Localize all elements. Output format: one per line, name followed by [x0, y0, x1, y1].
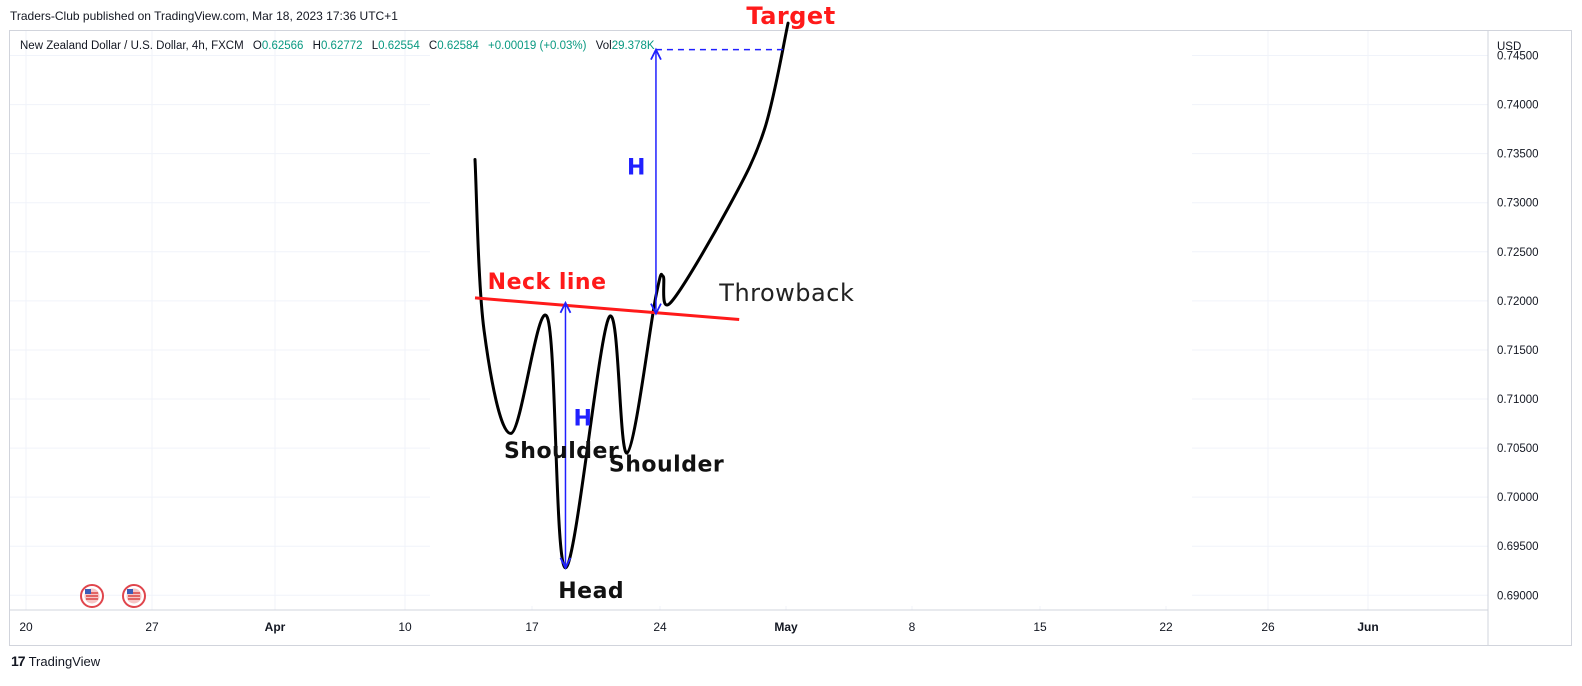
- measure-label: H: [573, 407, 591, 432]
- measure-arrow-head-top: [559, 300, 572, 314]
- open-value: 0.62566: [261, 40, 304, 52]
- tradingview-logo-icon: 17: [11, 653, 26, 669]
- low-value: 0.62554: [378, 40, 420, 52]
- price-tick-label: 0.74000: [1497, 100, 1539, 112]
- symbol-name: New Zealand Dollar / U.S. Dollar, 4h, FX…: [20, 40, 244, 52]
- us-flag-icon: [80, 584, 104, 608]
- price-path-line: [473, 21, 790, 570]
- symbol-legend[interactable]: New Zealand Dollar / U.S. Dollar, 4h, FX…: [20, 40, 655, 52]
- drawings: HH: [473, 21, 790, 570]
- vol-value: 29.378K: [611, 40, 655, 52]
- time-tick-label: 17: [525, 620, 539, 634]
- pattern-background: [430, 31, 1192, 606]
- time-tick-label: 20: [19, 620, 33, 634]
- time-tick-label: 27: [145, 620, 159, 634]
- flag-canton: [127, 589, 133, 594]
- annotation-shoulder: Shoulder: [609, 453, 724, 478]
- measure-arrow-head-top: [650, 47, 662, 61]
- tradingview-brand[interactable]: 17 TradingView: [11, 653, 100, 669]
- price-tick-label: 0.71000: [1497, 394, 1539, 406]
- close-value: 0.62584: [437, 40, 479, 52]
- time-tick-label: 26: [1261, 620, 1275, 634]
- annotation-target: Target: [746, 2, 835, 30]
- flag-canton: [85, 589, 91, 594]
- price-tick-label: 0.72000: [1497, 296, 1539, 308]
- annotation-head: Head: [558, 579, 624, 604]
- time-tick-label: Apr: [265, 620, 286, 634]
- annotation-shoulder: Shoulder: [504, 439, 619, 464]
- high-label: H: [312, 40, 321, 52]
- chart-frame: [9, 30, 1572, 646]
- price-tick-label: 0.73000: [1497, 198, 1539, 210]
- event-markers: [80, 584, 146, 608]
- price-tick-label: 0.70500: [1497, 443, 1539, 455]
- price-tick-label: 0.70000: [1497, 492, 1539, 504]
- annotation-labels: Neck line Shoulder Head Shoulder Throwback Ta…: [488, 2, 854, 604]
- price-tick-label: 0.72500: [1497, 247, 1539, 259]
- measure-arrow-head-bottom: [650, 303, 662, 316]
- time-tick-label: Jun: [1357, 620, 1378, 634]
- price-tick-label: 0.69000: [1497, 590, 1539, 602]
- price-tick-label: 0.69500: [1497, 541, 1539, 553]
- measure-label: H: [627, 155, 645, 180]
- close-label: C: [428, 40, 438, 52]
- brand-name: TradingView: [28, 653, 101, 669]
- us-flag-icon: [122, 584, 146, 608]
- price-tick-label: 0.71500: [1497, 345, 1539, 357]
- measure-arrow-head-bottom: [559, 557, 572, 570]
- vol-label: Vol: [595, 40, 612, 52]
- annotation-neck-line: Neck line: [488, 270, 607, 295]
- time-tick-label: 15: [1033, 620, 1047, 634]
- price-axis: 0.74500 0.74000 0.73500 0.73000 0.72500 0.720…: [1487, 31, 1539, 645]
- time-tick-label: May: [774, 620, 798, 634]
- time-tick-label: 8: [909, 620, 916, 634]
- neck-line: [474, 296, 740, 322]
- open-label: O: [252, 40, 262, 52]
- annotation-throwback: Throwback: [718, 279, 854, 307]
- low-label: L: [371, 40, 379, 52]
- price-tick-label: 0.73500: [1497, 149, 1539, 161]
- price-tick-label: 0.74500: [1497, 51, 1539, 63]
- time-tick-label: 22: [1159, 620, 1173, 634]
- time-tick-label: 10: [398, 620, 412, 634]
- time-axis: 20 27 Apr 10 17 24 May 8 15 22 26 Jun: [10, 609, 1488, 634]
- change-value: +0.00019 (+0.03%): [488, 40, 587, 52]
- price-axis-unit: USD: [1497, 41, 1521, 53]
- high-value: 0.62772: [320, 40, 363, 52]
- pattern-image-area: [430, 31, 1192, 606]
- publisher-line: Traders-Club published on TradingView.co…: [10, 9, 398, 23]
- time-tick-label: 24: [653, 620, 667, 634]
